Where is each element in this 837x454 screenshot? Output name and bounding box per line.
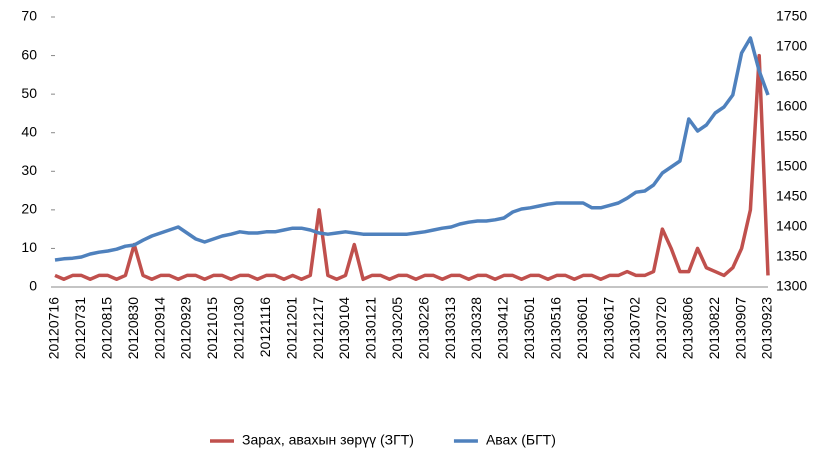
x-tick-label: 20120914 xyxy=(151,297,167,360)
legend-label: Авах (БГТ) xyxy=(486,432,556,448)
x-tick-label: 20130617 xyxy=(600,297,616,360)
legend-label: Зарах, авахын зөрүү (ЗГТ) xyxy=(242,432,414,448)
y2-tick-label: 1550 xyxy=(776,128,807,144)
x-tick-label: 20130412 xyxy=(495,297,511,360)
y-tick-label: 60 xyxy=(21,46,37,62)
x-tick-label: 20121116 xyxy=(257,297,273,357)
x-tick-label: 20130923 xyxy=(759,297,775,360)
y2-tick-label: 1650 xyxy=(776,68,807,84)
x-tick-label: 20130501 xyxy=(521,297,537,360)
x-tick-label: 20121201 xyxy=(283,297,299,360)
y-tick-label: 0 xyxy=(29,278,37,294)
x-tick-label: 20121217 xyxy=(310,297,326,360)
x-tick-label: 20130702 xyxy=(627,297,643,360)
x-tick-label: 20121030 xyxy=(231,297,247,360)
y2-tick-label: 1500 xyxy=(776,158,807,174)
y-tick-label: 70 xyxy=(21,8,37,24)
x-tick-label: 20130121 xyxy=(363,297,379,360)
x-tick-label: 20130205 xyxy=(389,297,405,360)
x-tick-label: 20120815 xyxy=(99,297,115,360)
x-tick-label: 20130104 xyxy=(336,297,352,360)
y2-tick-label: 1450 xyxy=(776,188,807,204)
y-tick-label: 50 xyxy=(21,85,37,101)
x-tick-label: 20130806 xyxy=(679,297,695,360)
y-tick-label: 40 xyxy=(21,123,37,139)
x-tick-label: 20130516 xyxy=(547,297,563,360)
x-tick-label: 20130328 xyxy=(468,297,484,360)
x-tick-label: 20121015 xyxy=(204,297,220,360)
x-tick-label: 20130822 xyxy=(706,297,722,360)
y2-tick-label: 1750 xyxy=(776,8,807,24)
x-tick-label: 20120830 xyxy=(125,297,141,360)
y2-tick-label: 1300 xyxy=(776,278,807,294)
y2-tick-label: 1600 xyxy=(776,98,807,114)
y-tick-label: 30 xyxy=(21,162,37,178)
x-tick-label: 20120716 xyxy=(46,297,62,360)
x-tick-label: 20130907 xyxy=(732,297,748,360)
y-tick-label: 10 xyxy=(21,239,37,255)
x-tick-label: 20120929 xyxy=(178,297,194,360)
y2-tick-label: 1700 xyxy=(776,38,807,54)
x-tick-label: 20130313 xyxy=(442,297,458,360)
y2-tick-label: 1350 xyxy=(776,248,807,264)
y2-tick-label: 1400 xyxy=(776,218,807,234)
series-line xyxy=(54,53,770,282)
x-tick-label: 20120731 xyxy=(72,297,88,360)
y-tick-label: 20 xyxy=(21,201,37,217)
x-tick-label: 20130601 xyxy=(574,297,590,360)
x-tick-label: 20130720 xyxy=(653,297,669,360)
x-tick-label: 20130226 xyxy=(415,297,431,360)
series-line xyxy=(54,36,770,262)
